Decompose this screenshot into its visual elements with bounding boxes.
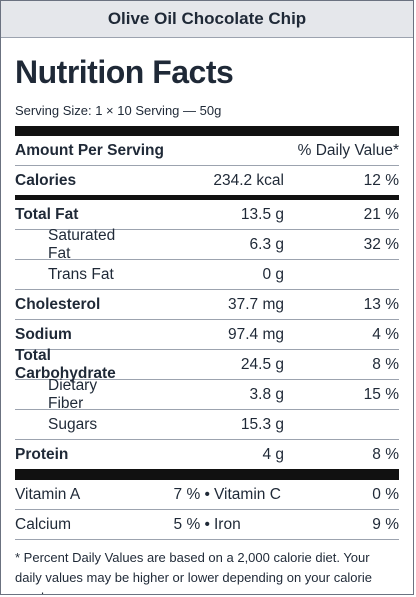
nutrient-daily-value: 32 % [363, 235, 399, 253]
nutrient-amount: 0 g [262, 265, 284, 283]
nutrient-name: Calories [15, 171, 77, 189]
thick-divider [15, 469, 399, 480]
vitamin-row: Calcium 5 % • Iron 9 % [15, 510, 399, 540]
label-body: Nutrition Facts Serving Size: 1 × 10 Ser… [1, 52, 413, 594]
nutrient-name: Total Fat [15, 205, 79, 223]
nutrient-amount: 4 g [262, 445, 284, 463]
nutrient-row-total-fat: Total Fat 13.5 g 21 % [15, 200, 399, 230]
nutrient-name: Total Carbohydrate [15, 346, 116, 382]
nutrient-daily-value: 8 % [372, 445, 399, 463]
footnote: * Percent Daily Values are based on a 2,… [15, 550, 372, 594]
amount-per-serving-label: Amount Per Serving [15, 141, 164, 159]
nutrient-amount: 234.2 kcal [213, 171, 284, 189]
daily-value-header: % Daily Value* [297, 141, 399, 159]
nutrient-amount: 15.3 g [240, 415, 284, 433]
nutrient-row-trans-fat: Trans Fat 0 g [15, 260, 399, 290]
nutrient-amount: 24.5 g [240, 355, 284, 373]
nutrient-daily-value: 8 % [372, 355, 399, 373]
nutrient-amount: 6.3 g [249, 235, 284, 253]
nutrient-name: Dietary Fiber [48, 376, 98, 412]
nutrient-row-protein: Protein 4 g 8 % [15, 440, 399, 469]
thick-divider [15, 126, 399, 136]
nutrient-daily-value: 13 % [363, 295, 399, 313]
amount-header-row: Amount Per Serving % Daily Value* [15, 136, 399, 166]
vitamin-name: Calcium [15, 515, 71, 533]
nutrient-row-cholesterol: Cholesterol 37.7 mg 13 % [15, 290, 399, 320]
nutrient-daily-value: 21 % [363, 205, 399, 223]
nutrient-amount: 13.5 g [240, 205, 284, 223]
nutrient-name: Trans Fat [48, 265, 114, 283]
vitamin-value: 5 % • [173, 515, 210, 533]
nutrient-row-saturated-fat: Saturated Fat 6.3 g 32 % [15, 226, 399, 262]
vitamin-row: Vitamin A 7 % • Vitamin C 0 % [15, 480, 399, 510]
product-name: Olive Oil Chocolate Chip [1, 1, 413, 38]
nutrient-amount: 3.8 g [249, 385, 284, 403]
vitamin-value: 7 % • [173, 485, 210, 503]
medium-divider [15, 195, 399, 200]
nutrient-name: Sodium [15, 325, 72, 343]
nutrient-name: Protein [15, 445, 69, 463]
nutrient-amount: 37.7 mg [227, 295, 284, 313]
vitamin-value: 0 % [372, 485, 399, 503]
vitamin-name: Vitamin A [15, 485, 81, 503]
nutrition-facts-title: Nutrition Facts [15, 54, 234, 90]
nutrient-row-total-carbohydrate: Total Carbohydrate 24.5 g 8 % [15, 346, 399, 382]
vitamin-name: Iron [214, 515, 241, 533]
nutrient-daily-value: 15 % [363, 385, 399, 403]
nutrient-row-sodium: Sodium 97.4 mg 4 % [15, 320, 399, 350]
vitamin-name: Vitamin C [214, 485, 281, 503]
nutrient-name: Saturated Fat [48, 226, 116, 262]
nutrient-daily-value: 12 % [363, 171, 399, 189]
nutrient-row-dietary-fiber: Dietary Fiber 3.8 g 15 % [15, 376, 399, 412]
nutrient-name: Cholesterol [15, 295, 101, 313]
nutrient-row-calories: Calories 234.2 kcal 12 % [15, 166, 399, 195]
vitamin-value: 9 % [372, 515, 399, 533]
nutrient-amount: 97.4 mg [227, 325, 284, 343]
nutrient-name: Sugars [48, 415, 98, 433]
serving-size: Serving Size: 1 × 10 Serving — 50g [15, 103, 222, 118]
nutrient-row-sugars: Sugars 15.3 g [15, 410, 399, 440]
nutrient-daily-value: 4 % [372, 325, 399, 343]
